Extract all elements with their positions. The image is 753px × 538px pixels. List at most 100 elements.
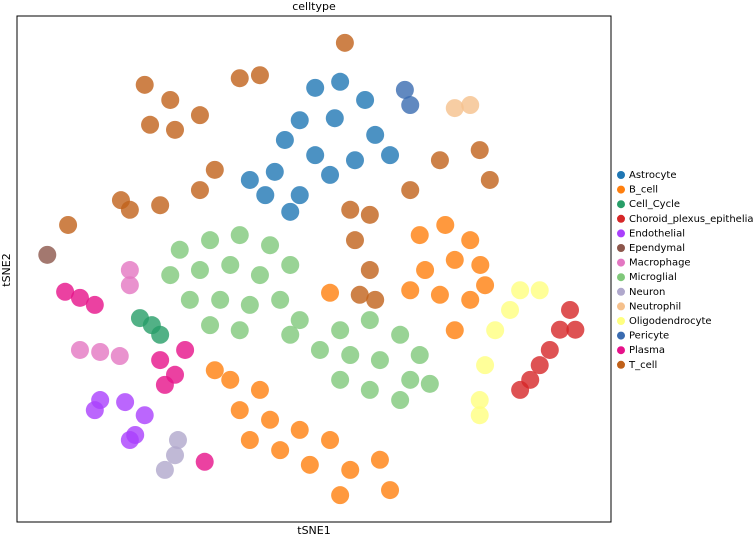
point: [476, 276, 495, 295]
point: [430, 151, 449, 170]
point: [410, 226, 429, 245]
point: [306, 146, 325, 165]
point: [331, 321, 350, 340]
point: [221, 255, 240, 274]
point: [550, 320, 569, 339]
legend-label: Plasma: [629, 345, 665, 356]
legend-marker: [617, 229, 625, 238]
legend-marker: [617, 331, 625, 340]
point: [356, 90, 375, 109]
point: [230, 226, 249, 245]
point: [230, 401, 249, 420]
point: [345, 231, 364, 250]
legend-label: Neuron: [629, 287, 665, 298]
point: [561, 300, 580, 319]
legend-marker: [617, 171, 625, 179]
legend-marker: [617, 346, 625, 355]
point: [401, 181, 420, 200]
legend-label: Microglial: [629, 272, 677, 283]
point: [70, 340, 89, 359]
point: [135, 75, 154, 94]
point: [155, 375, 174, 394]
point: [141, 115, 160, 134]
point: [230, 69, 249, 88]
point: [360, 261, 379, 280]
point: [436, 215, 455, 234]
point: [401, 96, 420, 115]
point: [190, 181, 209, 200]
point: [470, 391, 489, 410]
point: [230, 321, 249, 340]
point: [391, 325, 410, 344]
point: [306, 78, 325, 97]
point: [461, 290, 480, 309]
point: [195, 452, 214, 471]
point: [471, 255, 490, 274]
legend-marker: [617, 185, 625, 194]
point: [166, 446, 185, 465]
point: [281, 202, 300, 221]
point: [410, 346, 429, 365]
point: [201, 316, 220, 335]
point: [290, 186, 309, 205]
point: [470, 406, 489, 425]
point: [401, 281, 420, 300]
legend-marker: [617, 302, 625, 311]
point: [366, 125, 385, 144]
point: [240, 295, 259, 314]
legend-label: B_cell: [629, 185, 658, 196]
point: [161, 90, 180, 109]
point: [205, 160, 224, 179]
x-axis-label: tSNE1: [297, 524, 330, 537]
point: [151, 351, 170, 370]
point: [271, 441, 290, 460]
point: [38, 245, 57, 264]
point: [480, 170, 499, 189]
point: [360, 380, 379, 399]
point: [290, 420, 309, 439]
legend-marker: [617, 258, 625, 267]
point: [381, 146, 400, 165]
point: [120, 431, 139, 450]
legend-label: Macrophage: [629, 258, 691, 269]
point: [445, 99, 464, 118]
point: [176, 340, 195, 359]
point: [476, 356, 495, 375]
legend-label: Oligodendrocyte: [629, 316, 712, 327]
point: [530, 281, 549, 300]
point: [170, 240, 189, 259]
point: [161, 266, 180, 285]
point: [166, 120, 185, 139]
point: [350, 285, 369, 304]
point: [155, 460, 174, 479]
point: [180, 290, 199, 309]
point: [120, 200, 139, 219]
legend-label: Pericyte: [629, 331, 669, 342]
plot-frame: [16, 15, 612, 523]
point: [116, 393, 135, 412]
legend-label: Cell_Cycle: [629, 199, 680, 210]
point: [261, 410, 280, 429]
point: [461, 96, 480, 115]
legend-marker: [617, 360, 625, 369]
point: [486, 321, 505, 340]
point: [300, 455, 319, 474]
point: [445, 321, 464, 340]
point: [321, 283, 340, 302]
point: [331, 486, 350, 505]
point: [430, 285, 449, 304]
point: [168, 431, 187, 450]
point: [59, 215, 78, 234]
point: [395, 80, 414, 99]
point: [275, 130, 294, 149]
point: [120, 261, 139, 280]
point: [271, 290, 290, 309]
point: [151, 325, 170, 344]
point: [240, 431, 259, 450]
point: [370, 450, 389, 469]
point: [540, 340, 559, 359]
point: [310, 340, 329, 359]
point: [250, 66, 269, 85]
point: [221, 370, 240, 389]
